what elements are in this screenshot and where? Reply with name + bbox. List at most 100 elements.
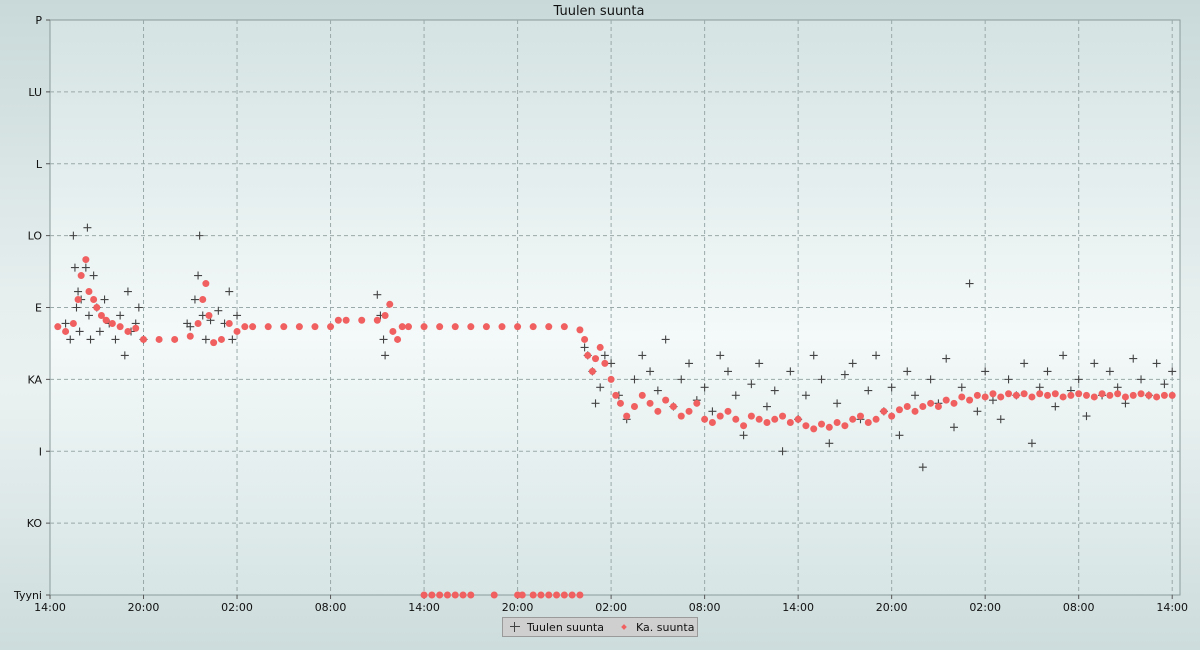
data-point-dot xyxy=(389,327,397,335)
data-point-dot xyxy=(77,272,85,280)
data-point-dot xyxy=(849,415,857,423)
data-point-plus xyxy=(214,306,223,315)
data-point-dot xyxy=(646,399,654,407)
dot-marker-icon xyxy=(618,621,630,633)
data-point-dot xyxy=(794,415,802,423)
data-point-dot xyxy=(607,375,615,383)
data-point-plus xyxy=(600,351,609,360)
data-point-dot xyxy=(482,323,490,331)
data-point-dot xyxy=(467,323,475,331)
data-point-dot xyxy=(205,311,213,319)
data-point-plus xyxy=(120,351,129,360)
data-point-plus xyxy=(1121,399,1130,408)
data-point-plus xyxy=(996,415,1005,424)
data-point-plus xyxy=(111,335,120,344)
data-point-dot xyxy=(1059,393,1067,401)
data-point-plus xyxy=(1059,351,1068,360)
legend-item-ka-suunta: Ka. suunta xyxy=(618,621,694,634)
y-tick-label: P xyxy=(35,14,42,27)
data-point-plus xyxy=(201,335,210,344)
data-point-dot xyxy=(693,399,701,407)
data-point-plus xyxy=(1168,367,1177,376)
data-point-dot xyxy=(498,323,506,331)
data-point-dot xyxy=(568,591,576,599)
data-point-plus xyxy=(95,327,104,336)
data-point-dot xyxy=(802,422,810,430)
x-tick-label: 20:00 xyxy=(502,601,534,614)
data-point-dot xyxy=(950,399,958,407)
data-point-plus xyxy=(198,311,207,320)
data-point-dot xyxy=(662,396,670,404)
data-point-dot xyxy=(54,323,62,331)
data-point-dot xyxy=(981,393,989,401)
data-point-dot xyxy=(1153,393,1161,401)
data-point-dot xyxy=(1051,390,1059,398)
data-point-plus xyxy=(988,396,997,405)
data-point-dot xyxy=(1121,393,1129,401)
data-point-dot xyxy=(490,591,498,599)
data-point-dot xyxy=(404,323,412,331)
data-point-dot xyxy=(740,422,748,430)
data-point-dot xyxy=(1067,391,1075,399)
x-tick-label: 20:00 xyxy=(128,601,160,614)
data-point-plus xyxy=(653,386,662,395)
data-point-plus xyxy=(903,367,912,376)
data-point-plus xyxy=(1113,383,1122,392)
data-point-plus xyxy=(225,287,234,296)
data-point-dot xyxy=(85,288,93,296)
data-point-plus xyxy=(1082,412,1091,421)
data-point-dot xyxy=(592,355,600,363)
data-point-plus xyxy=(817,375,826,384)
data-point-dot xyxy=(116,323,124,331)
data-point-dot xyxy=(553,591,561,599)
data-point-dot xyxy=(295,323,303,331)
data-point-plus xyxy=(70,263,79,272)
data-point-dot xyxy=(373,316,381,324)
data-point-dot xyxy=(1012,391,1020,399)
data-point-plus xyxy=(848,359,857,368)
data-point-dot xyxy=(69,319,77,327)
data-point-dot xyxy=(732,415,740,423)
data-point-plus xyxy=(685,359,694,368)
data-point-dot xyxy=(529,591,537,599)
data-point-dot xyxy=(701,415,709,423)
x-axis-labels: 14:00 20:00 02:00 08:00 14:00 20:00 02:00 08:00… xyxy=(34,601,1188,614)
data-point-dot xyxy=(225,319,233,327)
data-point-dot xyxy=(1129,391,1137,399)
data-point-dot xyxy=(716,412,724,420)
data-point-plus xyxy=(1129,354,1138,363)
data-point-dot xyxy=(880,407,888,415)
data-point-plus xyxy=(74,287,83,296)
data-point-dot xyxy=(833,419,841,426)
y-tick-label: LO xyxy=(28,230,43,243)
data-point-plus xyxy=(381,351,390,360)
data-point-dot xyxy=(903,403,911,411)
data-point-dot xyxy=(280,323,288,331)
data-point-dot xyxy=(1106,391,1114,399)
data-point-dot xyxy=(443,591,451,599)
data-point-plus xyxy=(973,407,982,416)
data-point-dot xyxy=(82,256,90,264)
data-point-dot xyxy=(420,323,428,331)
series-ka-suunta xyxy=(54,256,1176,599)
data-point-plus xyxy=(747,380,756,389)
data-point-dot xyxy=(97,311,105,319)
x-tick-label: 08:00 xyxy=(689,601,721,614)
data-point-dot xyxy=(451,591,459,599)
data-point-plus xyxy=(89,271,98,280)
data-point-plus xyxy=(1105,367,1114,376)
data-point-plus xyxy=(134,303,143,312)
data-point-plus xyxy=(700,383,709,392)
data-point-plus xyxy=(801,391,810,400)
x-tick-label: 14:00 xyxy=(782,601,814,614)
data-point-dot xyxy=(612,391,620,399)
data-point-plus xyxy=(100,295,109,304)
data-point-plus xyxy=(630,375,639,384)
data-point-plus xyxy=(778,447,787,456)
data-point-dot xyxy=(755,415,763,423)
data-point-plus xyxy=(786,367,795,376)
data-point-dot xyxy=(1082,391,1090,399)
data-point-dot xyxy=(623,412,631,420)
data-point-dot xyxy=(724,407,732,415)
data-point-dot xyxy=(779,412,787,420)
